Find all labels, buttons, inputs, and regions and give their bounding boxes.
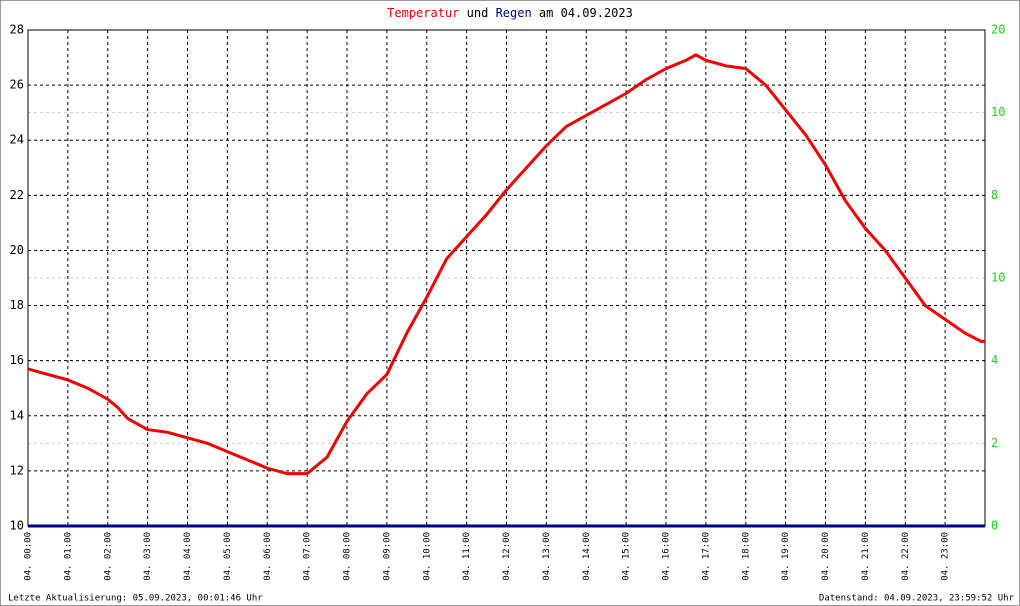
y-tick-label: 14 [10, 408, 24, 422]
y2-tick-label: 10 [991, 271, 1005, 285]
x-tick-label: 04. 04:00 [183, 532, 193, 581]
y-tick-label: 18 [10, 298, 24, 312]
y-tick-label: 12 [10, 463, 24, 477]
x-tick-label: 04. 17:00 [701, 532, 711, 581]
x-tick-label: 04. 13:00 [542, 532, 552, 581]
x-tick-label: 04. 11:00 [462, 532, 472, 581]
x-tick-label: 04. 08:00 [343, 532, 353, 581]
x-tick-label: 04. 20:00 [821, 532, 831, 581]
x-tick-label: 04. 03:00 [143, 532, 153, 581]
x-tick-label: 04. 12:00 [502, 532, 512, 581]
series-line [27, 53, 985, 476]
y2-tick-label: 2 [991, 436, 998, 450]
x-tick-label: 04. 01:00 [63, 532, 73, 581]
y-tick-label: 16 [10, 353, 24, 367]
title-part: Regen [496, 6, 532, 20]
x-tick-label: 04. 00:00 [24, 532, 34, 581]
footer-left: Letzte Aktualisierung: 05.09.2023, 00:01… [8, 594, 263, 604]
y-tick-label: 28 [10, 23, 24, 37]
y2-tick-label: 4 [991, 353, 998, 367]
y-tick-label: 20 [10, 243, 24, 257]
chart-title: Temperatur und Regen am 04.09.2023 [387, 6, 633, 20]
x-tick-label: 04. 15:00 [622, 532, 632, 581]
y2-tick-label: 10 [991, 105, 1005, 119]
x-tick-label: 04. 07:00 [303, 532, 313, 581]
x-tick-label: 04. 14:00 [582, 532, 592, 581]
x-tick-label: 04. 23:00 [941, 532, 951, 581]
y2-tick-label: 8 [991, 188, 998, 202]
x-tick-label: 04. 18:00 [741, 532, 751, 581]
title-part: am 04.09.2023 [539, 6, 633, 20]
x-tick-label: 04. 19:00 [781, 532, 791, 581]
y2-tick-label: 0 [991, 519, 998, 533]
footer-right: Datenstand: 04.09.2023, 23:59:52 Uhr [819, 594, 1015, 604]
x-tick-label: 04. 06:00 [263, 532, 273, 581]
x-tick-label: 04. 02:00 [103, 532, 113, 581]
y-tick-label: 22 [10, 188, 24, 202]
title-part: Temperatur [387, 6, 459, 20]
x-tick-label: 04. 09:00 [382, 532, 392, 581]
x-tick-label: 04. 10:00 [422, 532, 432, 581]
title-part: und [467, 6, 489, 20]
x-tick-label: 04. 16:00 [662, 532, 672, 581]
y-tick-label: 10 [10, 519, 24, 533]
x-tick-label: 04. 22:00 [901, 532, 911, 581]
x-tick-label: 04. 05:00 [223, 532, 233, 581]
y2-tick-label: 20 [991, 23, 1005, 37]
x-tick-label: 04. 21:00 [861, 532, 871, 581]
y-tick-label: 24 [10, 133, 24, 147]
y-tick-label: 26 [10, 78, 24, 92]
